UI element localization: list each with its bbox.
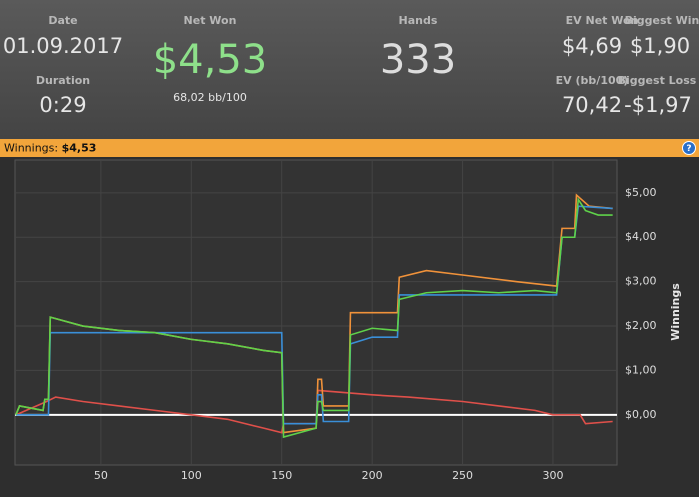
value: 70,42 — [562, 93, 622, 117]
label: EV (bb/100) — [556, 74, 629, 87]
series-line — [15, 197, 613, 439]
label: Date — [48, 14, 77, 27]
value: $1,90 — [630, 34, 690, 58]
header-panel — [0, 0, 699, 139]
y-tick-label: $0,00 — [625, 408, 657, 421]
label: Hands — [399, 14, 438, 27]
y-tick-label: $1,00 — [625, 363, 657, 376]
value: 0:29 — [39, 93, 86, 117]
value: $4,69 — [562, 34, 622, 58]
x-tick-label: 300 — [542, 469, 563, 482]
banner-text: Winnings: $4,53 — [4, 142, 96, 155]
x-tick-label: 50 — [94, 469, 108, 482]
value: $4,53 — [153, 37, 268, 83]
label: Duration — [36, 74, 90, 87]
label: Net Won — [184, 14, 237, 27]
y-axis-label: Winnings — [669, 283, 682, 341]
value: 333 — [380, 37, 456, 83]
label: Biggest Win — [625, 14, 699, 27]
x-tick-label: 200 — [362, 469, 383, 482]
x-tick-label: 100 — [181, 469, 202, 482]
y-tick-label: $2,00 — [625, 319, 657, 332]
banner-value: $4,53 — [62, 142, 97, 155]
value: 01.09.2017 — [3, 34, 123, 58]
x-tick-label: 150 — [271, 469, 292, 482]
help-text[interactable]: ? — [686, 144, 691, 154]
banner-label: Winnings: — [4, 142, 58, 155]
y-tick-label: $3,00 — [625, 275, 657, 288]
banner — [0, 139, 699, 157]
label: Biggest Loss — [618, 74, 697, 87]
x-tick-label: 250 — [452, 469, 473, 482]
label: EV Net Won — [566, 14, 639, 27]
value: 68,02 bb/100 — [173, 91, 247, 104]
y-tick-label: $5,00 — [625, 186, 657, 199]
value: -$1,97 — [624, 93, 692, 117]
y-tick-label: $4,00 — [625, 230, 657, 243]
help-icon[interactable] — [682, 141, 696, 155]
